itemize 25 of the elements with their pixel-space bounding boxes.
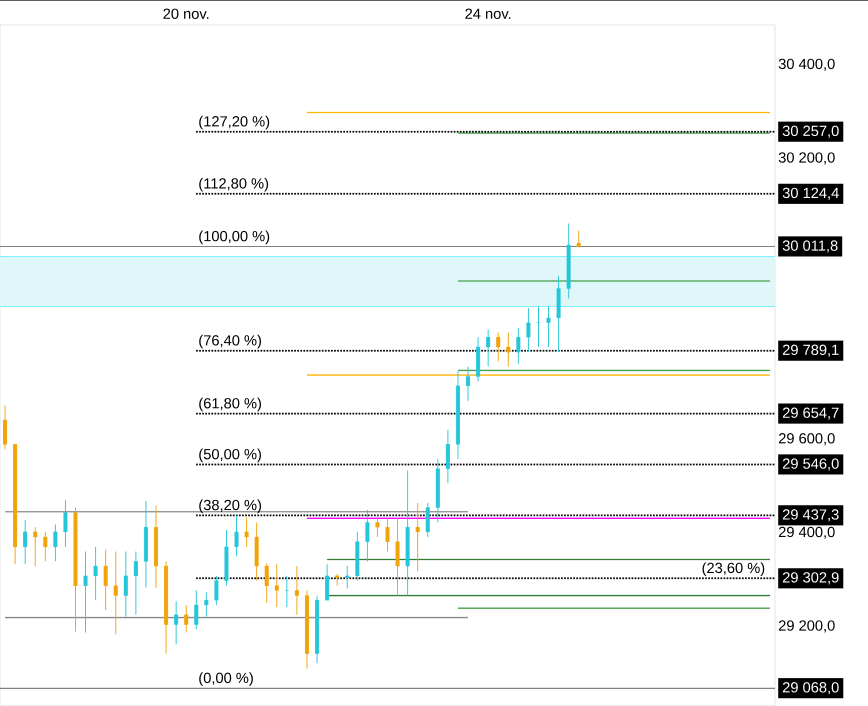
y-tick-label: 30 124,4	[782, 188, 839, 200]
annotation: (112,80 %)	[199, 178, 268, 192]
annotation: (23,60 %)	[702, 562, 764, 576]
annotation: (100,00 %)	[199, 230, 270, 244]
annotation: (127,20 %)	[199, 116, 270, 130]
y-tick-label: 29 400,0	[778, 526, 835, 539]
annotation: (0,00 %)	[199, 672, 253, 686]
annotation: (50,00 %)	[199, 448, 261, 462]
annotation: (76,40 %)	[199, 334, 261, 348]
y-tick-label: 29 600,0	[778, 433, 835, 446]
x-tick-label: 24 nov.	[465, 8, 510, 19]
annotation: (61,80 %)	[199, 398, 261, 412]
y-tick-label: 29 654,7	[782, 408, 839, 420]
annotation: (38,20 %)	[199, 499, 261, 514]
y-tick-label: 29 789,1	[782, 344, 839, 357]
y-tick-label: 29 068,0	[782, 682, 839, 694]
x-tick-label: 20 nov.	[163, 8, 208, 19]
y-tick-label: 29 200,0	[778, 620, 835, 632]
y-tick-label: 29 302,9	[782, 572, 839, 584]
y-tick-label: 30 400,0	[778, 58, 835, 71]
y-tick-label: 30 011,8	[782, 240, 838, 253]
y-tick-label: 29 437,3	[782, 509, 839, 522]
y-tick-label: 30 200,0	[778, 152, 835, 164]
y-tick-label: 29 546,0	[782, 458, 839, 471]
y-tick-label: 30 257,0	[782, 126, 839, 138]
